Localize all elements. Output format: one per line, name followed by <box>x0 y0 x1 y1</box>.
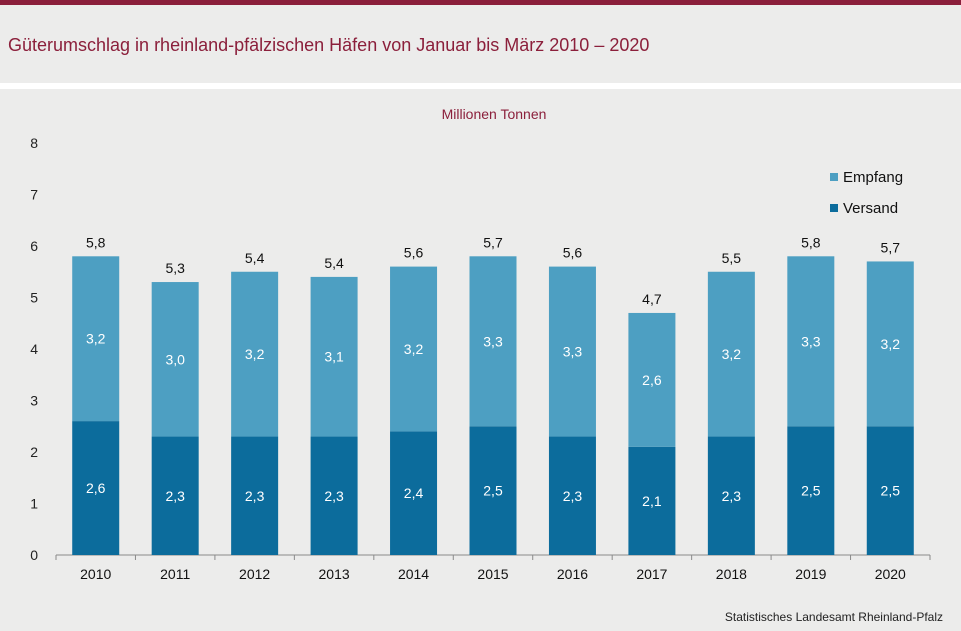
total-label: 4,7 <box>642 291 662 307</box>
total-label: 5,8 <box>801 234 821 250</box>
total-label: 5,5 <box>722 250 742 266</box>
stacked-bar-chart: Millionen Tonnen 0 1 2 3 4 5 6 7 8 2,6 3,2 5,8 2010 2,… <box>30 106 931 582</box>
data-label-versand: 2,3 <box>563 488 583 504</box>
bar-empfang <box>866 261 914 427</box>
total-label: 5,6 <box>404 245 424 261</box>
bar-empfang <box>707 271 755 437</box>
legend-swatch <box>830 173 838 181</box>
bar-versand <box>787 426 835 555</box>
x-tick-label: 2011 <box>160 566 190 582</box>
bar-empfang <box>151 282 199 437</box>
y-tick-label: 0 <box>30 547 38 563</box>
data-label-empfang: 3,3 <box>483 333 503 349</box>
bar-empfang <box>390 266 438 432</box>
bar-versand <box>72 421 120 555</box>
x-tick-label: 2019 <box>795 566 826 582</box>
data-label-versand: 2,5 <box>881 483 901 499</box>
y-tick-label: 6 <box>30 238 38 254</box>
total-label: 5,7 <box>483 234 503 250</box>
x-tick-label: 2017 <box>636 566 667 582</box>
bar-versand <box>866 426 914 555</box>
unit-label: Millionen Tonnen <box>442 106 547 122</box>
header-divider <box>0 83 961 89</box>
x-tick-label: 2014 <box>398 566 429 582</box>
data-label-empfang: 3,2 <box>404 341 424 357</box>
data-label-empfang: 3,2 <box>86 331 106 347</box>
bar-empfang <box>72 256 120 422</box>
legend-swatch <box>830 204 838 212</box>
total-label: 5,4 <box>245 250 265 266</box>
x-tick-label: 2016 <box>557 566 588 582</box>
data-label-empfang: 3,1 <box>324 349 344 365</box>
source-note: Statistisches Landesamt Rheinland-Pfalz <box>724 610 943 624</box>
total-label: 5,8 <box>86 234 106 250</box>
bar-versand <box>628 446 676 555</box>
data-label-versand: 2,3 <box>245 488 265 504</box>
bar-versand <box>469 426 517 555</box>
data-label-empfang: 3,3 <box>801 333 821 349</box>
x-tick-label: 2020 <box>875 566 906 582</box>
data-label-empfang: 3,0 <box>165 351 185 367</box>
total-label: 5,4 <box>324 255 344 271</box>
x-tick-label: 2015 <box>477 566 508 582</box>
bar-empfang <box>548 266 596 437</box>
y-tick-label: 3 <box>30 393 38 409</box>
y-tick-label: 4 <box>30 341 38 357</box>
data-label-versand: 2,4 <box>404 485 424 501</box>
data-label-empfang: 3,2 <box>722 346 742 362</box>
bar-versand <box>390 431 438 555</box>
data-label-empfang: 2,6 <box>642 372 662 388</box>
bar-empfang <box>469 256 517 427</box>
bar-empfang <box>787 256 835 427</box>
top-accent-bar <box>0 0 961 5</box>
y-tick-label: 7 <box>30 187 38 203</box>
bar-versand <box>548 436 596 555</box>
x-tick-label: 2018 <box>716 566 747 582</box>
page-title: Güterumschlag in rheinland-pfälzischen H… <box>8 35 650 55</box>
data-label-empfang: 3,3 <box>563 344 583 360</box>
data-label-versand: 2,3 <box>722 488 742 504</box>
data-label-versand: 2,6 <box>86 480 106 496</box>
data-label-empfang: 3,2 <box>881 336 901 352</box>
bar-versand <box>310 436 358 555</box>
data-label-versand: 2,3 <box>324 488 344 504</box>
y-tick-label: 5 <box>30 290 38 306</box>
data-label-empfang: 3,2 <box>245 346 265 362</box>
total-label: 5,6 <box>563 245 583 261</box>
y-tick-label: 8 <box>30 135 38 151</box>
data-label-versand: 2,1 <box>642 493 662 509</box>
data-label-versand: 2,3 <box>165 488 185 504</box>
bar-empfang <box>231 271 279 437</box>
data-label-versand: 2,5 <box>483 483 503 499</box>
bar-versand <box>151 436 199 555</box>
bar-empfang <box>628 312 676 447</box>
total-label: 5,7 <box>881 239 901 255</box>
total-label: 5,3 <box>165 260 185 276</box>
y-tick-label: 2 <box>30 444 38 460</box>
data-label-versand: 2,5 <box>801 483 821 499</box>
x-tick-label: 2010 <box>80 566 111 582</box>
y-tick-label: 1 <box>30 496 38 512</box>
bar-versand <box>707 436 755 555</box>
bar-empfang <box>310 276 358 437</box>
bar-versand <box>231 436 279 555</box>
x-tick-label: 2012 <box>239 566 270 582</box>
legend-label: Empfang <box>843 169 903 186</box>
x-tick-label: 2013 <box>319 566 350 582</box>
legend-label: Versand <box>843 200 898 217</box>
